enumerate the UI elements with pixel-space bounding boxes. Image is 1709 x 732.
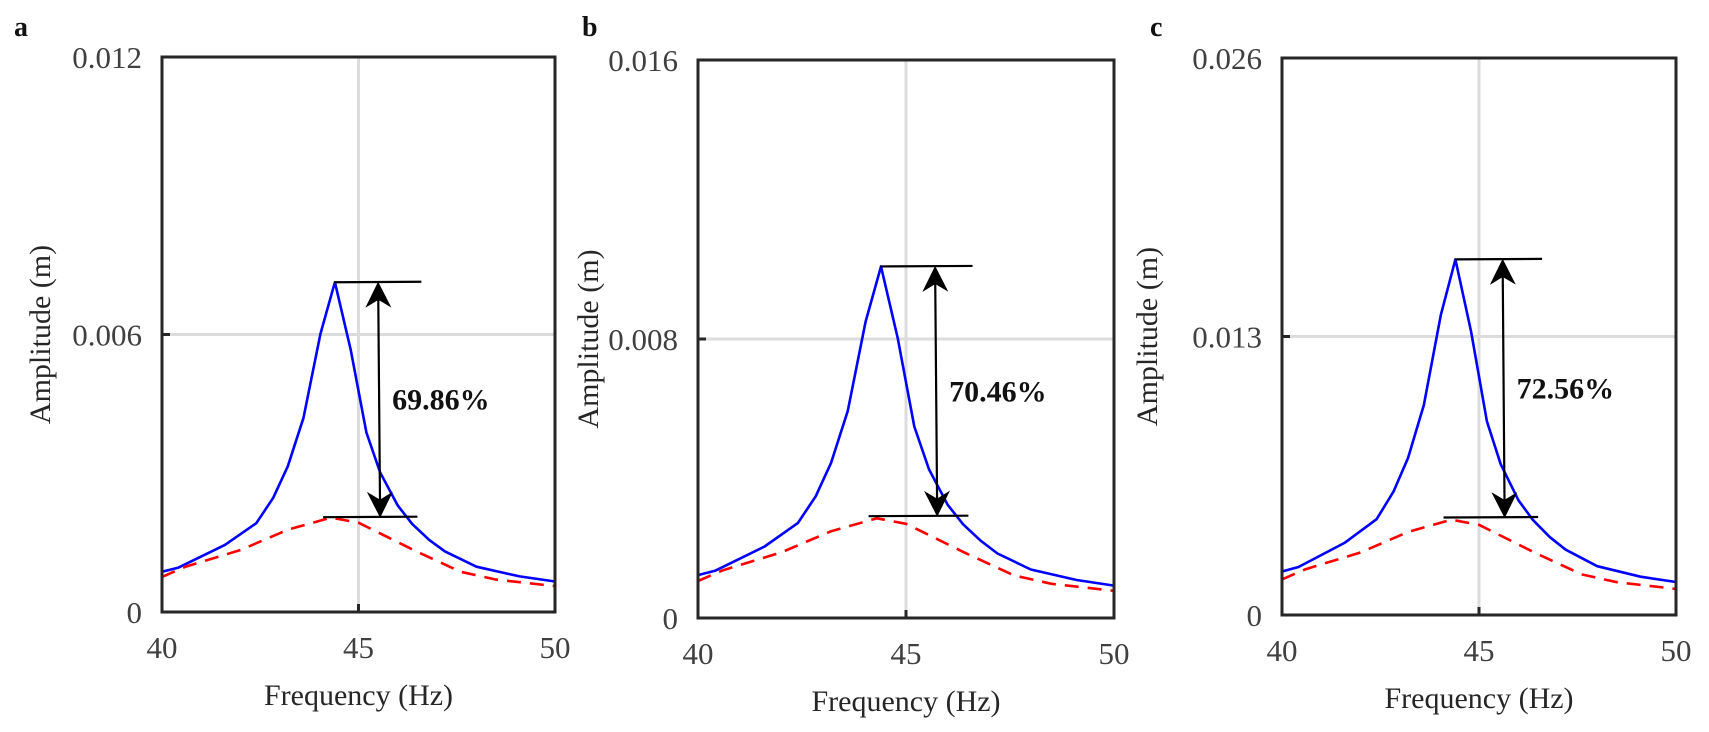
panel-b: 70.46% 40 45 50 0 0.008 0.016 Frequency (Hz) Amp… bbox=[572, 12, 1130, 718]
panel-c: 72.56% 40 45 50 0 0.013 0.026 Frequency (Hz) Amp… bbox=[1131, 12, 1692, 715]
series-line-solid bbox=[697, 265, 1115, 587]
reduction-label: 69.86% bbox=[392, 384, 490, 417]
x-tick-label: 40 bbox=[683, 636, 714, 671]
y-tick-label: 0.008 bbox=[608, 322, 678, 357]
y-axis-label: Amplitude (m) bbox=[572, 249, 605, 428]
annotation-top-line bbox=[880, 264, 973, 268]
x-tick-label: 45 bbox=[343, 630, 374, 665]
reduction-label: 70.46% bbox=[949, 375, 1047, 408]
panel-letter: a bbox=[14, 12, 28, 43]
y-tick-label: 0.016 bbox=[608, 43, 678, 78]
y-tick-label: 0.006 bbox=[72, 318, 142, 353]
x-tick-label: 45 bbox=[891, 636, 922, 671]
x-tick-label: 40 bbox=[147, 630, 178, 665]
y-tick-label: 0 bbox=[663, 601, 679, 636]
annotation-bottom-line bbox=[868, 514, 969, 518]
y-tick-label: 0.013 bbox=[1192, 320, 1262, 355]
reduction-label: 72.56% bbox=[1517, 372, 1615, 405]
double-arrow bbox=[1489, 258, 1518, 519]
annotation-top-line bbox=[1454, 257, 1543, 261]
x-axis-label: Frequency (Hz) bbox=[811, 685, 1000, 718]
double-arrow bbox=[922, 265, 951, 517]
y-axis-label: Amplitude (m) bbox=[24, 245, 57, 424]
y-tick-label: 0 bbox=[1247, 598, 1263, 633]
series-line-dashed bbox=[697, 517, 1115, 593]
panel-letter: b bbox=[582, 12, 598, 43]
x-axis-label: Frequency (Hz) bbox=[264, 679, 453, 712]
x-axis-label: Frequency (Hz) bbox=[1384, 682, 1573, 715]
y-axis-label: Amplitude (m) bbox=[1131, 247, 1164, 426]
y-tick-label: 0.012 bbox=[72, 40, 142, 75]
x-tick-label: 50 bbox=[1099, 636, 1130, 671]
x-tick-label: 50 bbox=[1661, 633, 1692, 668]
series-line-dashed bbox=[161, 516, 556, 588]
series-line-dashed bbox=[1281, 518, 1677, 591]
double-arrow bbox=[365, 281, 393, 518]
y-tick-label: 0 bbox=[127, 595, 143, 630]
panel-a: 69.86% 40 45 50 0 0.006 0.012 Frequency (Hz) Amp… bbox=[14, 12, 571, 712]
x-tick-label: 50 bbox=[540, 630, 571, 665]
annotation-top-line bbox=[334, 280, 422, 284]
x-tick-label: 45 bbox=[1464, 633, 1495, 668]
annotation-bottom-line bbox=[323, 515, 418, 519]
panel-letter: c bbox=[1150, 12, 1162, 43]
annotation-bottom-line bbox=[1443, 515, 1539, 519]
series-line-solid bbox=[1281, 258, 1677, 584]
x-tick-label: 40 bbox=[1267, 633, 1298, 668]
y-tick-label: 0.026 bbox=[1192, 41, 1262, 76]
series-line-solid bbox=[161, 280, 556, 583]
